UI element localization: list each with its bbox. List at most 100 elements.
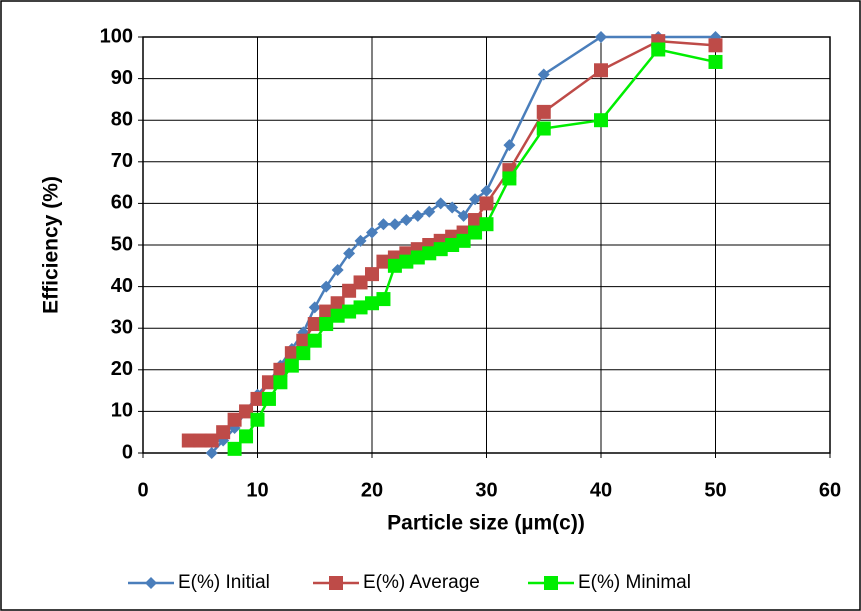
y-tick-label: 100 <box>100 25 133 47</box>
data-point <box>354 234 367 247</box>
data-point <box>330 296 345 311</box>
data-point <box>502 171 517 186</box>
series-line <box>233 48 716 450</box>
data-point <box>250 412 265 427</box>
data-point <box>181 433 196 448</box>
x-axis-title: Particle size (µm(c)) <box>387 512 585 535</box>
legend-label: E(%) Minimal <box>578 572 691 593</box>
data-point <box>365 296 379 311</box>
data-point <box>296 346 311 361</box>
x-tick-label: 30 <box>475 479 497 501</box>
data-point <box>594 113 608 128</box>
legend-marker <box>544 576 558 590</box>
data-point <box>422 246 437 261</box>
data-point <box>204 433 219 448</box>
y-tick-label: 40 <box>111 275 133 297</box>
data-point <box>320 280 333 293</box>
y-tick-label: 0 <box>122 441 133 463</box>
data-point <box>193 433 208 448</box>
legend-marker <box>329 576 343 590</box>
data-point <box>307 333 322 348</box>
data-point <box>595 31 607 43</box>
data-point <box>651 42 666 57</box>
data-point <box>330 308 345 323</box>
y-axis-title: Efficiency (%) <box>40 176 63 314</box>
data-point <box>410 250 425 265</box>
data-point <box>479 217 494 232</box>
data-point <box>456 233 471 248</box>
legend-marker <box>145 577 157 589</box>
data-point <box>445 238 460 252</box>
data-point <box>227 441 242 456</box>
data-point <box>250 391 265 406</box>
data-point <box>708 38 723 53</box>
x-tick-label: 10 <box>246 479 268 501</box>
y-tick-label: 60 <box>111 192 133 214</box>
data-point <box>296 333 311 348</box>
data-point <box>468 225 483 240</box>
data-point <box>457 209 470 222</box>
data-point <box>343 247 356 260</box>
data-point <box>353 300 368 315</box>
data-point <box>366 226 378 239</box>
data-point <box>319 317 334 332</box>
data-point <box>479 196 494 211</box>
legend-label: E(%) Average <box>363 572 480 593</box>
data-point <box>216 425 231 440</box>
data-point <box>411 209 424 222</box>
legend-label: E(%) Initial <box>178 572 270 593</box>
data-point <box>388 218 401 231</box>
data-point <box>353 275 368 290</box>
data-point <box>708 54 723 69</box>
y-tick-label: 90 <box>111 67 133 89</box>
data-point <box>399 254 414 269</box>
y-tick-label: 30 <box>111 316 133 338</box>
data-point <box>205 447 218 459</box>
data-point <box>273 362 288 377</box>
y-tick-label: 50 <box>111 233 133 255</box>
data-point <box>342 304 357 319</box>
data-point <box>480 184 493 197</box>
data-point <box>387 258 402 273</box>
data-point <box>594 63 608 78</box>
data-point <box>319 304 334 319</box>
data-point <box>307 317 322 332</box>
data-point <box>536 121 551 136</box>
data-point <box>273 375 288 390</box>
data-point <box>261 391 276 406</box>
data-point <box>446 201 459 214</box>
data-point <box>376 292 391 307</box>
data-point <box>434 197 447 210</box>
data-point <box>239 429 254 444</box>
data-point <box>239 404 254 419</box>
y-tick-label: 70 <box>111 150 133 172</box>
data-point <box>468 213 483 228</box>
y-tick-label: 20 <box>111 358 133 380</box>
data-point <box>284 346 299 361</box>
data-point <box>423 205 436 218</box>
data-point <box>342 283 357 298</box>
y-tick-label: 80 <box>111 108 133 130</box>
data-point <box>227 412 242 427</box>
data-point <box>376 254 391 269</box>
x-tick-label: 0 <box>137 479 148 501</box>
data-point <box>536 104 551 119</box>
data-point <box>503 139 516 152</box>
data-point <box>377 218 390 231</box>
x-tick-label: 40 <box>590 479 612 501</box>
data-point <box>469 193 482 206</box>
data-point <box>433 242 448 257</box>
x-tick-label: 50 <box>704 479 726 501</box>
x-tick-label: 60 <box>819 479 841 501</box>
y-tick-label: 10 <box>111 400 133 422</box>
data-point <box>537 68 550 81</box>
data-point <box>365 267 379 282</box>
data-point <box>400 214 413 227</box>
x-tick-label: 20 <box>361 479 383 501</box>
data-point <box>308 301 321 314</box>
data-point <box>261 375 276 390</box>
data-point <box>331 263 344 276</box>
data-point <box>284 358 299 373</box>
